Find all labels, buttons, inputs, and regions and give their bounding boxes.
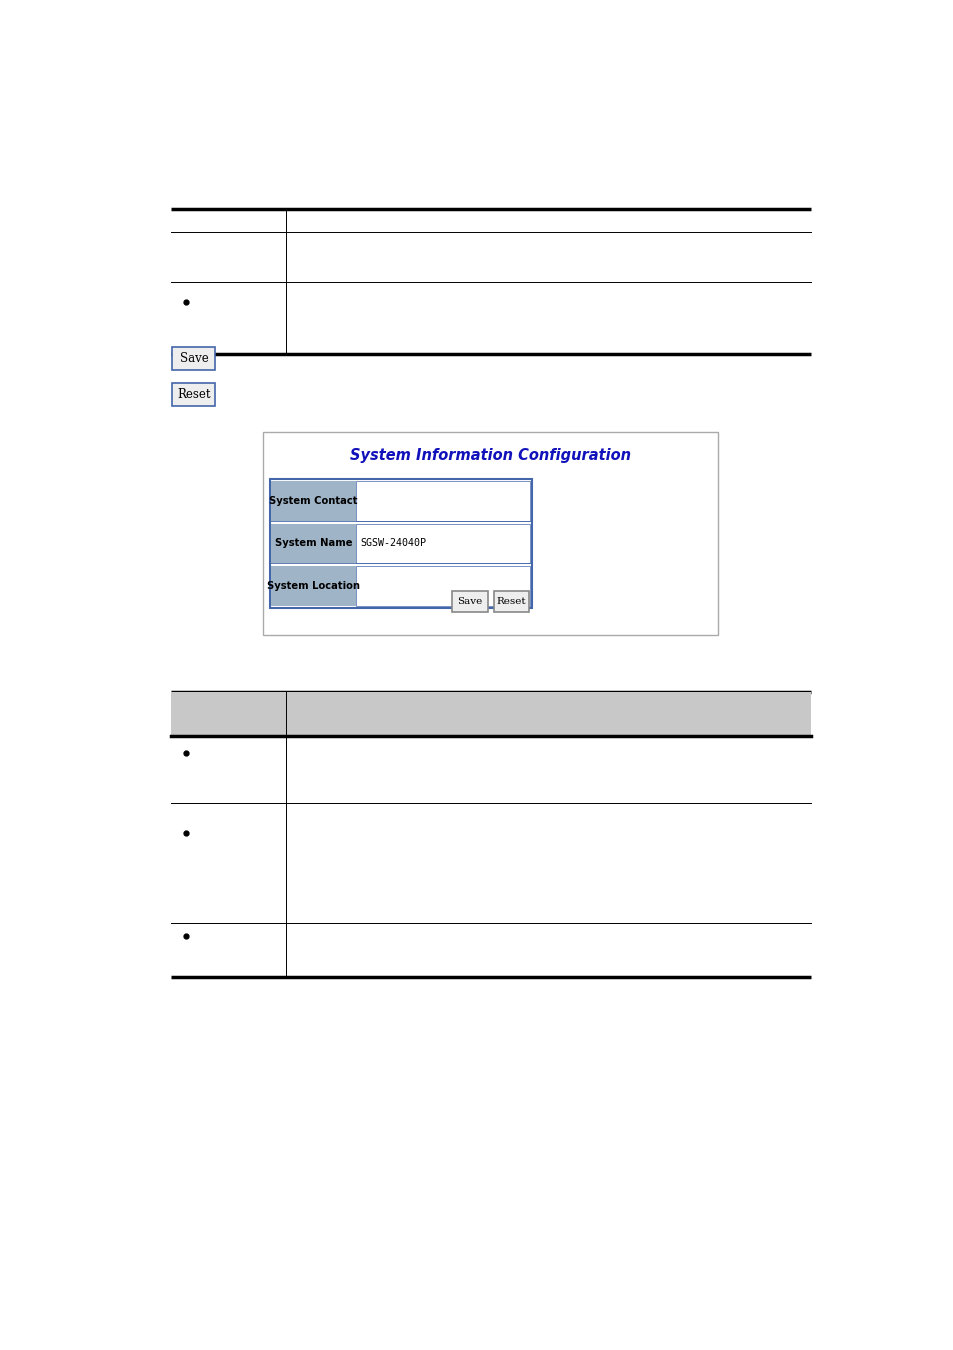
Text: System Contact: System Contact — [269, 495, 357, 506]
Text: Save: Save — [179, 352, 208, 365]
Text: Save: Save — [457, 597, 482, 606]
Bar — [172, 347, 215, 370]
Text: System Name: System Name — [274, 539, 352, 548]
Bar — [271, 567, 355, 606]
Text: SGSW-24040P: SGSW-24040P — [360, 539, 426, 548]
Bar — [263, 432, 718, 634]
Text: System Location: System Location — [267, 580, 359, 591]
Bar — [271, 481, 355, 521]
Bar — [355, 481, 529, 521]
Text: Reset: Reset — [497, 597, 526, 606]
Text: System Information Configuration: System Information Configuration — [350, 448, 631, 463]
Text: Reset: Reset — [177, 389, 211, 401]
Bar — [452, 591, 487, 612]
Bar — [355, 567, 529, 606]
Bar — [172, 383, 215, 406]
Bar — [271, 524, 355, 563]
Bar — [355, 524, 529, 563]
Bar — [270, 479, 531, 608]
Bar — [171, 693, 810, 736]
Bar — [494, 591, 529, 612]
